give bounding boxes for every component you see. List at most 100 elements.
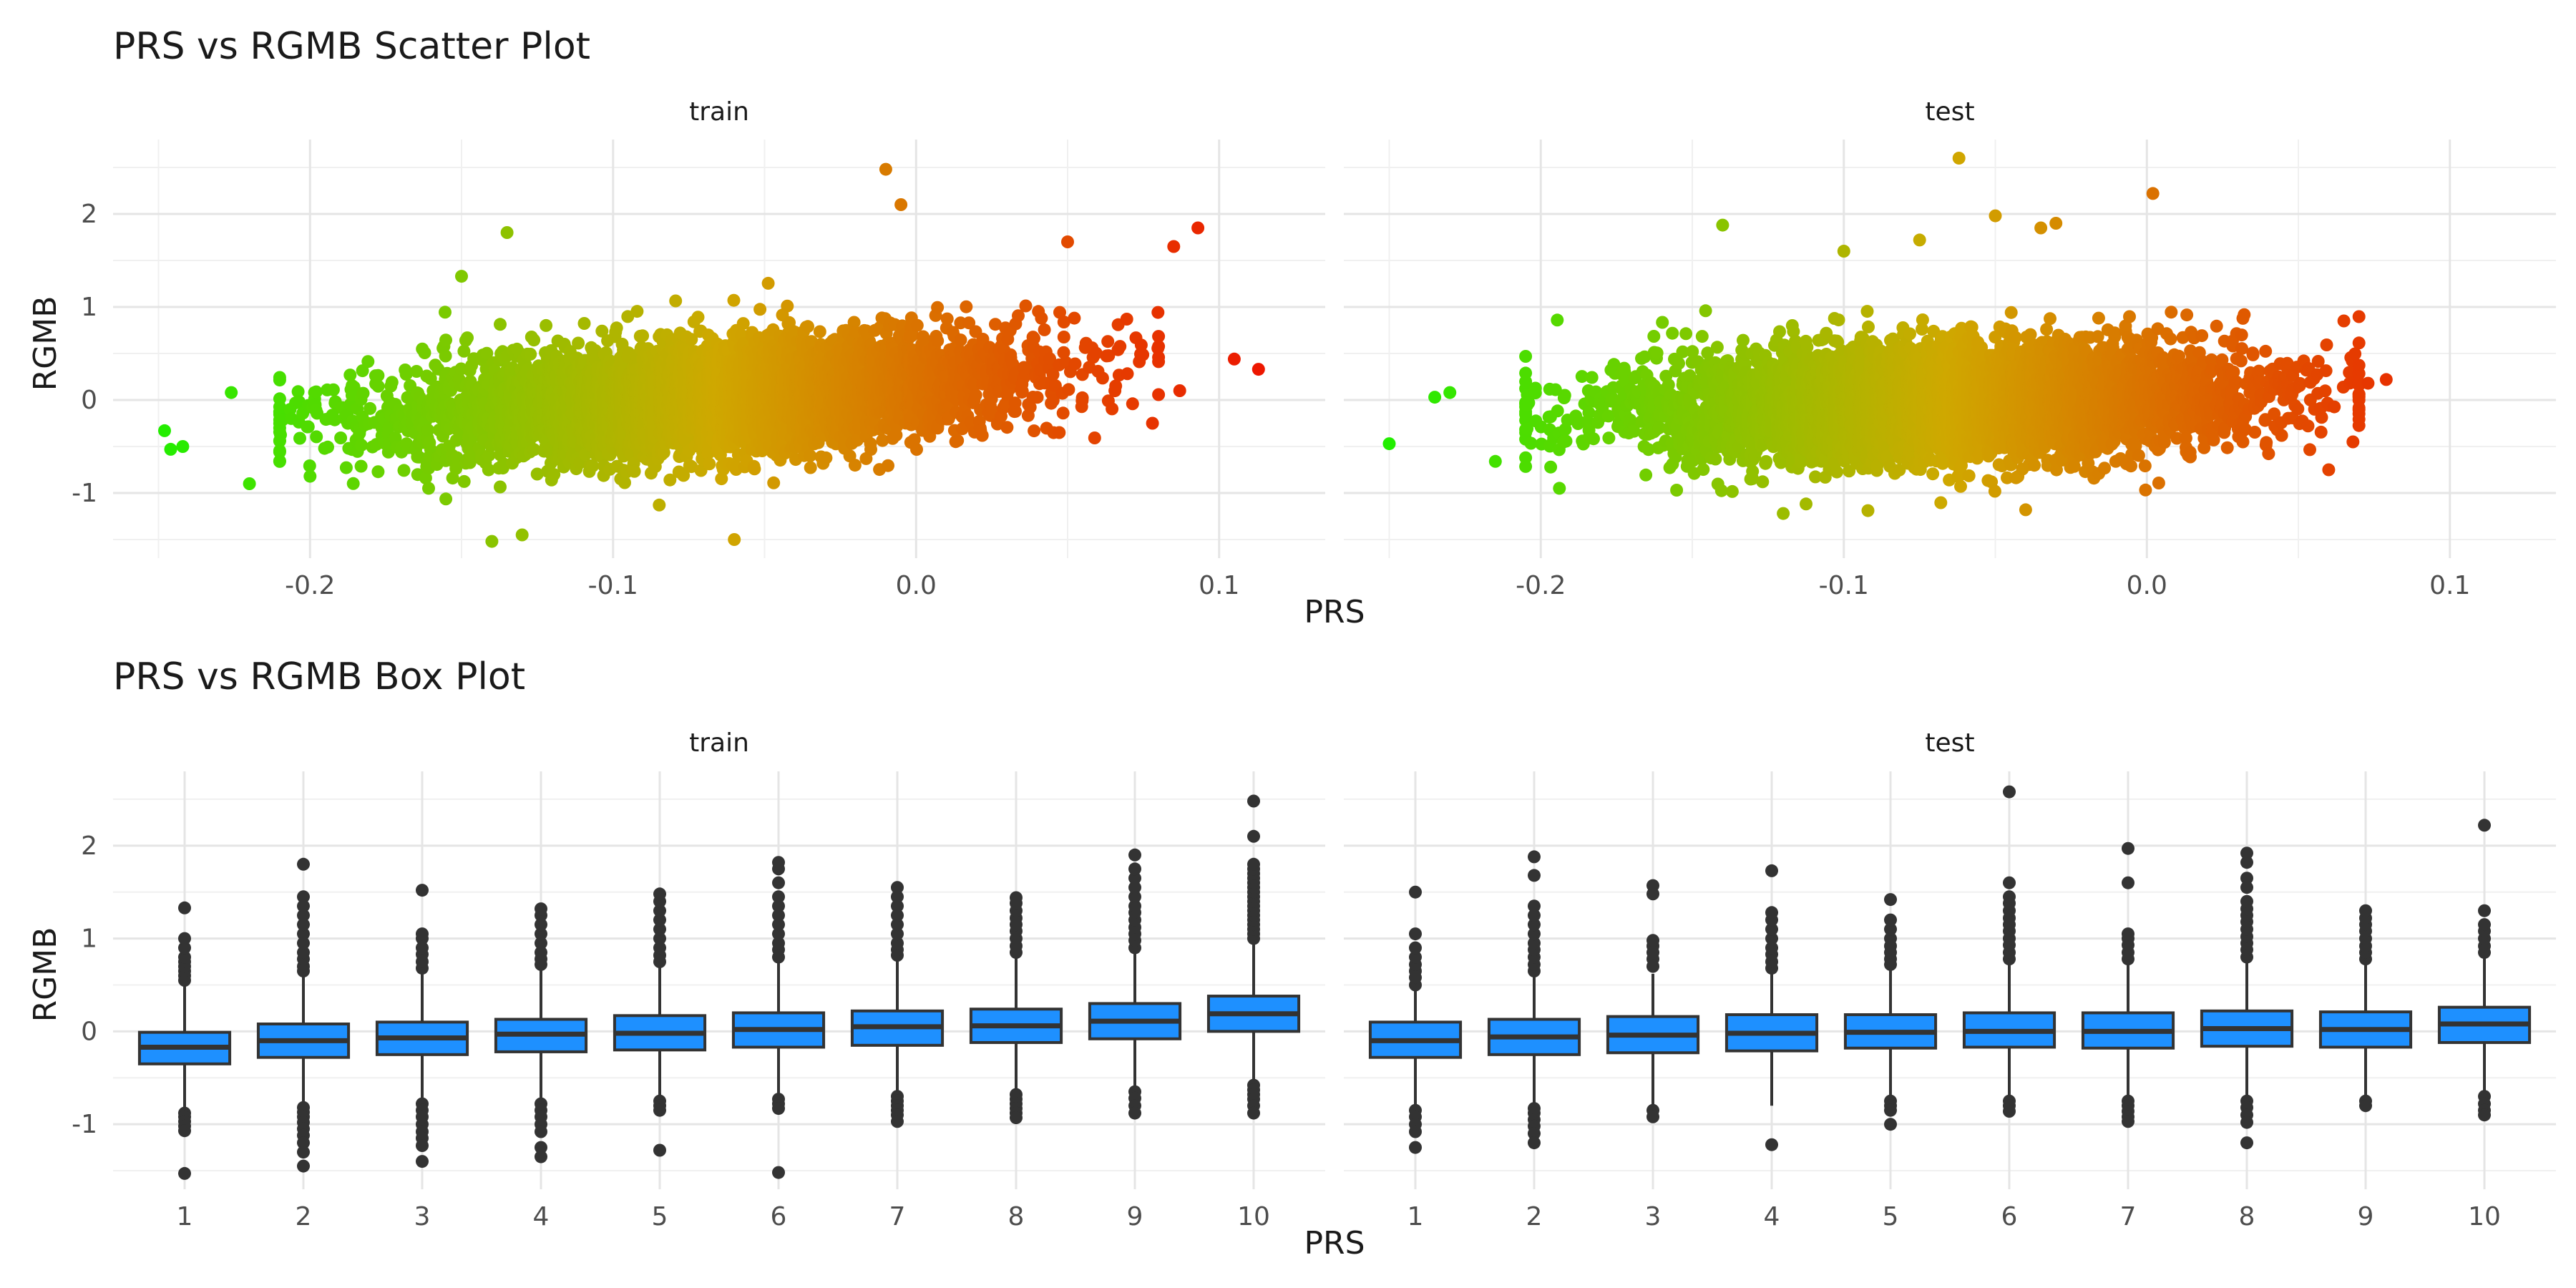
y-tick-label: -1 [72, 479, 97, 508]
scatter-point [482, 463, 495, 477]
scatter-point [540, 318, 553, 332]
scatter-point [727, 293, 741, 307]
scatter-point [494, 480, 507, 494]
scatter-point [371, 379, 385, 393]
scatter-point [364, 401, 377, 415]
scatter-point [347, 380, 361, 394]
scatter-point [439, 492, 453, 506]
scatter-point [586, 459, 600, 473]
scatter-point [301, 420, 315, 434]
scatter-point [439, 349, 452, 363]
scatter-point [385, 376, 399, 389]
scatter-point [761, 276, 775, 290]
scatter-point [781, 299, 794, 313]
scatter-point [343, 369, 357, 382]
scatter-point [577, 317, 591, 330]
scatter-point [339, 461, 353, 474]
scatter-point [494, 318, 507, 331]
scatter-point [848, 459, 862, 472]
scatter-point [328, 413, 341, 426]
scatter-point [748, 462, 761, 476]
scatter-point [636, 329, 650, 343]
x-tick-label: 0.1 [1199, 571, 1239, 600]
scatter-point [422, 482, 435, 495]
scatter-point [527, 333, 541, 347]
scatter-point [691, 311, 705, 324]
x-tick-label: -0.1 [588, 571, 638, 600]
scatter-point [310, 430, 323, 444]
scatter-point [801, 320, 814, 333]
scatter-point [457, 344, 471, 358]
scatter-point [449, 462, 463, 475]
scatter-point [303, 459, 316, 472]
scatter-point [669, 294, 683, 308]
scatter-point [273, 400, 286, 414]
scatter-point [361, 355, 375, 369]
scatter-point [461, 331, 474, 345]
scatter-point [419, 472, 432, 484]
scatter-point [572, 336, 585, 350]
y-tick-label: 2 [81, 200, 97, 229]
scatter-point [951, 434, 965, 447]
scatter-point [954, 333, 967, 347]
scatter-point [882, 459, 894, 472]
scatter-point [293, 431, 306, 445]
scatter-point [703, 457, 716, 471]
scatter-point [931, 334, 945, 348]
scatter-point [399, 368, 413, 381]
scatter-point [356, 386, 370, 400]
scatter-point [397, 464, 411, 477]
scatter-point [410, 365, 424, 378]
scatter-panel-train: -0.2 -0.1 0.0 0.1 -1 0 1 2 [72, 140, 1325, 600]
scatter-point [439, 306, 452, 319]
scatter-point [355, 439, 368, 452]
scatter-title: PRS vs RGMB Scatter Plot [113, 25, 590, 68]
scatter-point [291, 385, 305, 399]
scatter-point [910, 443, 923, 456]
scatter-point [753, 303, 767, 316]
scatter-point [524, 348, 537, 361]
scatter-point [457, 474, 471, 488]
scatter-point [804, 449, 817, 462]
scatter-strip-train: train [689, 97, 749, 127]
scatter-point [346, 477, 360, 490]
scatter-point [618, 476, 631, 489]
scatter-point [530, 467, 544, 481]
scatter-point [767, 476, 781, 489]
scatter-point [273, 444, 286, 457]
scatter-point [813, 325, 826, 338]
scatter-point [273, 374, 286, 387]
scatter-point [326, 383, 340, 396]
scatter-point [480, 346, 494, 360]
y-tick-label: 1 [81, 293, 97, 322]
scatter-point [630, 305, 644, 318]
x-tick-label: -0.2 [285, 571, 335, 600]
scatter-point [424, 372, 437, 385]
scatter-point [439, 333, 452, 347]
scatter-point [653, 498, 666, 512]
scatter-point [610, 321, 623, 335]
scatter-point [371, 465, 385, 479]
scatter-point [334, 431, 348, 444]
scatter-point [931, 301, 945, 314]
y-tick-label: 0 [81, 386, 97, 415]
x-tick-label: 0.0 [896, 571, 937, 600]
scatter-point [421, 424, 435, 437]
scatter-point [309, 385, 323, 399]
scatter-point [371, 369, 385, 382]
scatter-strip-test: test [1925, 97, 1974, 127]
scatter-point [274, 428, 287, 441]
scatter-point [482, 449, 496, 462]
scatter-point [273, 454, 286, 468]
scatter-point [527, 443, 541, 457]
scatter-point [418, 346, 431, 359]
scatter-point [864, 443, 877, 457]
scatter-point [910, 318, 924, 332]
scatter-point [940, 312, 954, 326]
scatter-point [547, 468, 561, 482]
scatter-point [819, 451, 833, 464]
scatter-point [804, 461, 817, 474]
scatter-point [628, 464, 641, 478]
scatter-point [321, 440, 334, 454]
